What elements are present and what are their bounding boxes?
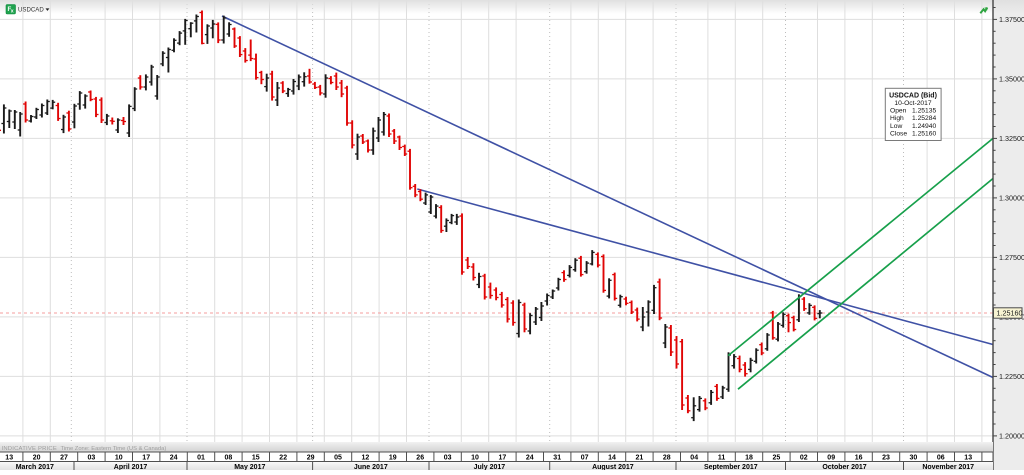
svg-text:06: 06 bbox=[937, 455, 945, 462]
svg-text:USDCAD (Bid): USDCAD (Bid) bbox=[889, 93, 937, 100]
svg-text:1.25284: 1.25284 bbox=[912, 115, 936, 122]
svg-text:05: 05 bbox=[334, 455, 342, 462]
svg-text:24: 24 bbox=[526, 455, 534, 462]
svg-text:1.20000: 1.20000 bbox=[999, 431, 1024, 440]
svg-text:July 2017: July 2017 bbox=[474, 464, 506, 470]
svg-text:10: 10 bbox=[115, 455, 123, 462]
svg-text:14: 14 bbox=[608, 455, 616, 462]
svg-text:01: 01 bbox=[197, 455, 205, 462]
svg-text:21: 21 bbox=[636, 455, 644, 462]
svg-text:1.37500: 1.37500 bbox=[999, 15, 1024, 24]
svg-text:02: 02 bbox=[800, 455, 808, 462]
svg-text:08: 08 bbox=[225, 455, 233, 462]
svg-text:August 2017: August 2017 bbox=[592, 464, 634, 470]
svg-text:October 2017: October 2017 bbox=[822, 464, 866, 470]
svg-text:Open: Open bbox=[890, 108, 907, 115]
svg-text:19: 19 bbox=[389, 455, 397, 462]
svg-text:31: 31 bbox=[553, 455, 561, 462]
svg-text:USDCAD: USDCAD bbox=[18, 7, 44, 14]
svg-text:11: 11 bbox=[718, 455, 726, 462]
svg-text:27: 27 bbox=[60, 455, 68, 462]
svg-text:09: 09 bbox=[827, 455, 835, 462]
svg-text:13: 13 bbox=[5, 455, 13, 462]
svg-text:12: 12 bbox=[362, 455, 370, 462]
svg-text:Time Zone: Eastern Time (US &: Time Zone: Eastern Time (US & Canada) bbox=[61, 446, 167, 452]
svg-text:24: 24 bbox=[170, 455, 178, 462]
svg-text:1.25160: 1.25160 bbox=[997, 309, 1023, 318]
svg-text:Low: Low bbox=[890, 123, 902, 130]
svg-text:1.25135: 1.25135 bbox=[912, 108, 936, 115]
svg-text:25: 25 bbox=[773, 455, 781, 462]
svg-text:28: 28 bbox=[663, 455, 671, 462]
svg-text:November 2017: November 2017 bbox=[922, 464, 974, 470]
svg-text:1.22500: 1.22500 bbox=[999, 372, 1024, 381]
svg-text:INDICATIVE PRICE: INDICATIVE PRICE bbox=[2, 446, 57, 452]
svg-text:April 2017: April 2017 bbox=[114, 464, 148, 470]
svg-text:16: 16 bbox=[855, 455, 863, 462]
svg-text:18: 18 bbox=[745, 455, 753, 462]
svg-text:1.30000: 1.30000 bbox=[999, 193, 1024, 202]
svg-text:17: 17 bbox=[142, 455, 150, 462]
svg-text:04: 04 bbox=[690, 455, 698, 462]
svg-text:1.32500: 1.32500 bbox=[999, 134, 1024, 143]
svg-text:13: 13 bbox=[964, 455, 972, 462]
svg-text:1.27500: 1.27500 bbox=[999, 253, 1024, 262]
svg-text:1.24940: 1.24940 bbox=[912, 123, 936, 130]
svg-text:22: 22 bbox=[279, 455, 287, 462]
svg-text:1.35000: 1.35000 bbox=[999, 74, 1024, 83]
svg-text:September 2017: September 2017 bbox=[704, 464, 758, 470]
svg-text:30: 30 bbox=[910, 455, 918, 462]
svg-text:03: 03 bbox=[444, 455, 452, 462]
svg-text:May 2017: May 2017 bbox=[234, 464, 265, 470]
svg-text:23: 23 bbox=[882, 455, 890, 462]
svg-text:1.25160: 1.25160 bbox=[912, 130, 936, 137]
svg-text:20: 20 bbox=[33, 455, 41, 462]
svg-text:03: 03 bbox=[88, 455, 96, 462]
svg-text:March 2017: March 2017 bbox=[16, 464, 54, 470]
svg-text:High: High bbox=[890, 115, 904, 122]
svg-text:x: x bbox=[11, 9, 14, 15]
svg-text:Close: Close bbox=[890, 130, 907, 137]
svg-text:07: 07 bbox=[581, 455, 589, 462]
svg-text:17: 17 bbox=[499, 455, 507, 462]
svg-text:29: 29 bbox=[307, 455, 315, 462]
svg-text:June 2017: June 2017 bbox=[354, 464, 388, 470]
svg-text:10-Oct-2017: 10-Oct-2017 bbox=[894, 100, 931, 107]
svg-text:15: 15 bbox=[252, 455, 260, 462]
svg-text:10: 10 bbox=[471, 455, 479, 462]
svg-text:F: F bbox=[8, 6, 12, 13]
svg-text:26: 26 bbox=[416, 455, 424, 462]
